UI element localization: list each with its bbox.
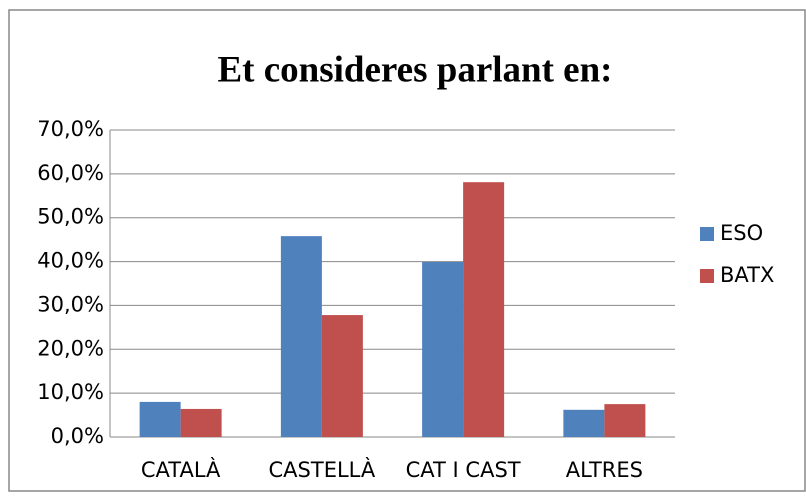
x-tick-label: CATALÀ [141, 457, 221, 482]
x-tick-label: CASTELLÀ [269, 457, 376, 482]
legend-label: ESO [720, 221, 763, 245]
bar [422, 262, 464, 437]
y-tick-label: 0,0% [51, 424, 104, 448]
bar [139, 401, 181, 437]
bar [463, 182, 505, 437]
y-tick-label: 40,0% [37, 249, 104, 273]
y-tick-label: 30,0% [37, 292, 104, 316]
bar [280, 236, 322, 437]
chart-title: Et consideres parlant en: [217, 49, 612, 90]
x-tick-label: CAT I CAST [406, 458, 521, 482]
y-tick-label: 70,0% [37, 117, 104, 141]
legend-label: BATX [720, 263, 774, 287]
legend-swatch [700, 227, 714, 241]
bar [563, 409, 605, 437]
x-tick-label: ALTRES [566, 458, 643, 482]
y-tick-label: 10,0% [37, 380, 104, 404]
y-tick-label: 50,0% [37, 205, 104, 229]
bar [321, 315, 363, 437]
y-tick-label: 20,0% [37, 336, 104, 360]
y-tick-label: 60,0% [37, 161, 104, 185]
legend-swatch [700, 269, 714, 283]
bar [180, 408, 222, 437]
bar [604, 404, 646, 437]
